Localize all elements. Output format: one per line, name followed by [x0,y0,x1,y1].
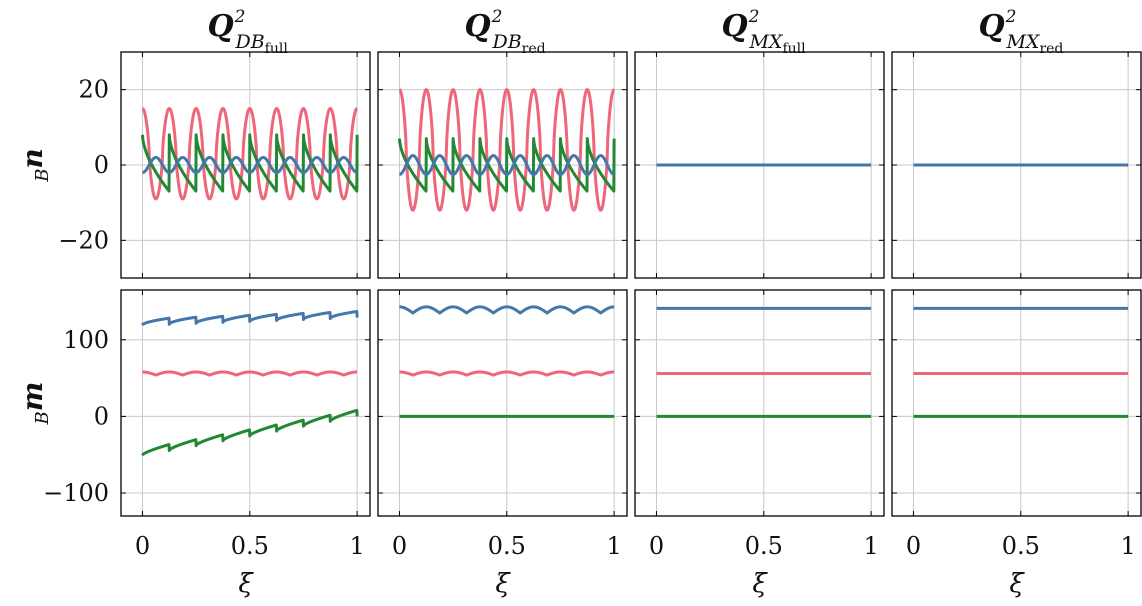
series-line-red [398,370,616,377]
xtick-label: 0.5 [231,532,269,560]
ytick-label: 20 [78,76,109,104]
series-line-blue [398,305,616,315]
panel-row1-col1: −20 0 20 [58,51,371,279]
panel-row1-col4 [891,51,1142,279]
column-title-1: Q2 DBfull [208,7,289,57]
panel-row2-col3: 0 0.5 1 ξ [634,289,885,599]
xtick-label: 1 [349,532,364,560]
series-line-blue [141,309,359,327]
xtick-label: 0.5 [745,532,783,560]
xtick-label: 0 [906,532,921,560]
series-line-blue [398,154,616,176]
row-label-2: Bm [16,382,53,426]
series-line-red [398,88,616,212]
xtick-label: 1 [606,532,621,560]
ytick-label: 0 [94,402,109,430]
panel-row1-col3 [634,51,885,279]
series-line-green [397,137,616,193]
panel-frame [120,289,371,517]
column-title-4: Q2 MXred [979,7,1064,57]
x-axis-label: ξ [752,569,768,599]
xtick-label: 0 [392,532,407,560]
ytick-label: −20 [58,226,109,254]
panel-row1-col2 [377,51,628,279]
panel-frame [634,289,885,517]
panel-frame [377,289,628,517]
ytick-label: 0 [94,151,109,179]
x-axis-label: ξ [238,569,254,599]
xtick-label: 0.5 [1002,532,1040,560]
ytick-label: 100 [63,326,109,354]
series-line-green [141,408,359,457]
xtick-label: 1 [1120,532,1135,560]
panel-frame [891,289,1142,517]
panel-row2-col2: 0 0.5 1 ξ [377,289,628,599]
column-title-2: Q2 DBred [465,7,546,57]
xtick-label: 0 [135,532,150,560]
xtick-label: 0 [649,532,664,560]
row-label-1: Bn [16,148,53,183]
ytick-label: −100 [43,479,109,507]
x-axis-label: ξ [495,569,511,599]
x-axis-label: ξ [1009,569,1025,599]
series-line-red [141,370,359,377]
xtick-label: 0.5 [488,532,526,560]
panel-row2-col1: −100 0 100 0 0.5 1 ξ [43,289,371,599]
series-line-blue [141,155,359,175]
panel-row2-col4: 0 0.5 1 ξ [891,289,1142,599]
column-title-3: Q2 MXfull [722,7,807,57]
xtick-label: 1 [863,532,878,560]
